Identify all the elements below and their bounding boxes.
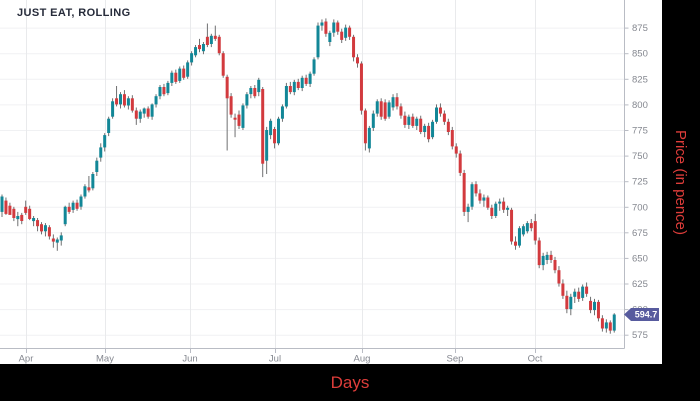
svg-text:775: 775 [632, 126, 648, 137]
axis-frame [0, 0, 625, 349]
price-axis[interactable]: 875850825800775750725700675650625600575 [624, 23, 648, 341]
gridlines [0, 0, 624, 348]
candlestick-series[interactable] [0, 18, 616, 334]
svg-text:800: 800 [632, 100, 648, 111]
svg-text:575: 575 [632, 330, 648, 341]
svg-text:850: 850 [632, 49, 648, 60]
chart-title: JUST EAT, ROLLING [17, 7, 131, 19]
price-axis-title: Price (in pence) [672, 129, 690, 235]
price-axis-title-strip: Price (in pence) [662, 0, 700, 364]
svg-text:Jun: Jun [182, 354, 197, 365]
svg-text:825: 825 [632, 74, 648, 85]
days-axis-title: Days [330, 372, 370, 392]
svg-text:Jul: Jul [269, 354, 281, 365]
chart-svg[interactable]: 875850825800775750725700675650625600575A… [0, 0, 662, 364]
svg-text:May: May [96, 354, 114, 365]
svg-text:Oct: Oct [528, 354, 543, 365]
svg-text:625: 625 [632, 279, 648, 290]
svg-text:700: 700 [632, 202, 648, 213]
last-price-tag: 594.7 [624, 308, 659, 321]
time-axis[interactable]: Apr May Jun Jul Aug Sep Oct [19, 348, 543, 365]
svg-text:Apr: Apr [19, 354, 34, 365]
svg-text:725: 725 [632, 177, 648, 188]
svg-text:650: 650 [632, 253, 648, 264]
svg-text:875: 875 [632, 23, 648, 34]
svg-text:675: 675 [632, 228, 648, 239]
chart-area: 875850825800775750725700675650625600575A… [0, 0, 662, 364]
days-axis-title-strip: Days [0, 364, 700, 401]
svg-text:Sep: Sep [447, 354, 464, 365]
svg-text:594.7: 594.7 [635, 310, 658, 320]
svg-text:Aug: Aug [354, 354, 371, 365]
svg-text:750: 750 [632, 151, 648, 162]
